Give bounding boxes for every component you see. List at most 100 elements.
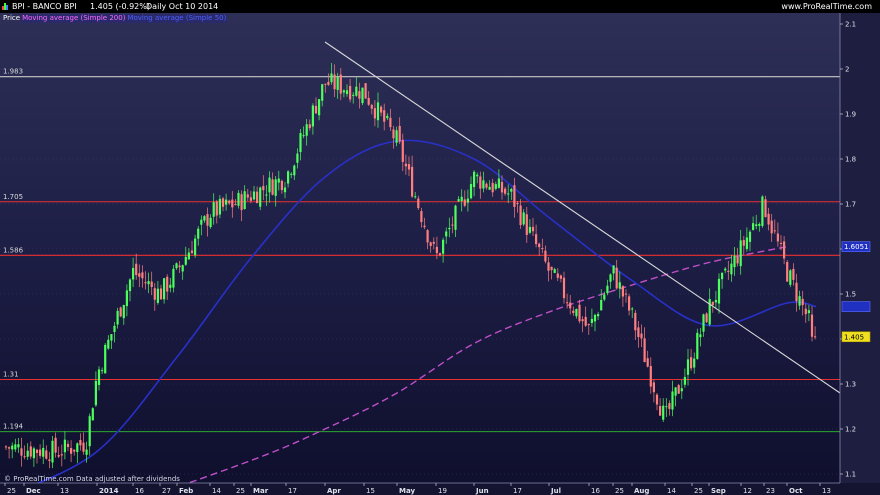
candle-body <box>209 217 212 227</box>
candle-body <box>259 187 262 207</box>
candle-body <box>451 224 454 226</box>
x-tick-label: 25 <box>236 487 245 495</box>
candle-body <box>370 104 373 109</box>
x-tick-label: 27 <box>162 487 171 495</box>
candle-body <box>417 198 420 209</box>
candle-body <box>228 200 231 204</box>
candle-body <box>569 302 572 309</box>
candle-body <box>280 180 283 191</box>
candle-body <box>305 124 308 136</box>
y-tick-label: 1.7 <box>845 201 856 209</box>
watermark: © ProRealTime.com Data adjusted after di… <box>4 475 180 483</box>
legend-price[interactable]: Price <box>3 14 21 22</box>
candle-body <box>779 242 783 244</box>
candle-body <box>435 246 438 254</box>
candle-body <box>764 199 767 217</box>
horizontal-lines: 1.983 1.705 1.586 1.31 1.194 <box>0 68 840 433</box>
x-tick-label: Apr <box>327 487 341 495</box>
price-marker <box>841 241 871 253</box>
candle-body <box>538 243 541 248</box>
candle-body <box>662 405 665 420</box>
candle-body <box>488 186 491 190</box>
candle-body <box>708 299 711 325</box>
candle-body <box>314 105 318 114</box>
candle-body <box>724 268 727 271</box>
candle-body <box>128 279 132 292</box>
legend-sma50[interactable]: Moving average (Simple 50) <box>126 14 228 23</box>
website-link[interactable]: www.ProRealTime.com <box>781 2 872 11</box>
candle-body <box>476 174 479 177</box>
candle-body <box>786 262 789 282</box>
legend-sma200[interactable]: Moving average (Simple 200) <box>21 14 127 23</box>
candle-body <box>401 139 404 162</box>
candle-body <box>500 181 504 193</box>
candle-body <box>795 282 798 302</box>
x-tick-label: 2014 <box>99 487 119 495</box>
candle-body <box>621 286 624 297</box>
candle-body <box>491 182 494 193</box>
price-marker-label: 1.6051 <box>844 243 869 251</box>
candle-body <box>336 77 339 90</box>
candle-body <box>665 406 668 408</box>
candle-body <box>296 153 299 163</box>
candle-body <box>649 365 652 387</box>
candle-body <box>85 449 88 455</box>
candle-body <box>283 187 287 193</box>
candle-body <box>755 224 758 227</box>
candle-body <box>460 196 463 202</box>
candle-body <box>513 185 516 207</box>
candle-body <box>333 74 336 90</box>
candle-body <box>190 250 194 254</box>
candle-body <box>194 238 197 256</box>
candle-body <box>404 163 407 167</box>
y-tick-label: 1.5 <box>845 291 856 299</box>
candle-body <box>603 294 606 300</box>
candle-body <box>466 198 469 203</box>
candle-body <box>686 359 690 375</box>
y-tick-label: 2 <box>845 66 849 74</box>
candle-body <box>454 205 457 230</box>
candle-body <box>637 327 640 338</box>
candle-body <box>135 263 138 276</box>
candle-body <box>590 318 593 323</box>
x-tick-label: 13 <box>60 487 69 495</box>
candle-body <box>482 180 485 189</box>
x-tick-label: Jul <box>550 487 561 495</box>
candle-body <box>383 110 386 122</box>
y-tick-label: 2.1 <box>845 21 856 29</box>
candle-body <box>804 308 807 315</box>
candle-body <box>14 444 17 450</box>
candle-body <box>107 339 110 349</box>
candle-body <box>231 199 234 208</box>
candle-body <box>758 224 761 226</box>
candle-body <box>485 183 488 188</box>
hline-label: 1.31 <box>3 371 19 379</box>
candle-body <box>299 133 302 153</box>
candle-body <box>733 255 736 268</box>
candle-body <box>63 439 66 453</box>
candle-body <box>587 324 590 326</box>
candle-body <box>4 446 8 448</box>
candle-body <box>79 440 82 446</box>
candle-body <box>376 102 380 121</box>
candle-body <box>674 387 677 396</box>
candle-body <box>252 191 256 200</box>
x-tick-label: 14 <box>212 487 221 495</box>
candle-body <box>20 448 23 456</box>
candle-body <box>810 314 814 337</box>
candle-body <box>438 253 442 256</box>
candle-body <box>119 307 122 317</box>
candle-body <box>761 196 764 226</box>
y-axis-panel <box>840 13 880 495</box>
candle-body <box>262 186 265 191</box>
candle-body <box>311 105 314 127</box>
x-tick-label: 14 <box>667 487 676 495</box>
candle-body <box>94 380 97 406</box>
candle-body <box>507 193 510 195</box>
candle-body <box>364 83 367 99</box>
candle-body <box>727 270 730 272</box>
candle-body <box>615 267 618 289</box>
candle-body <box>699 334 702 338</box>
candle-body <box>215 201 218 216</box>
